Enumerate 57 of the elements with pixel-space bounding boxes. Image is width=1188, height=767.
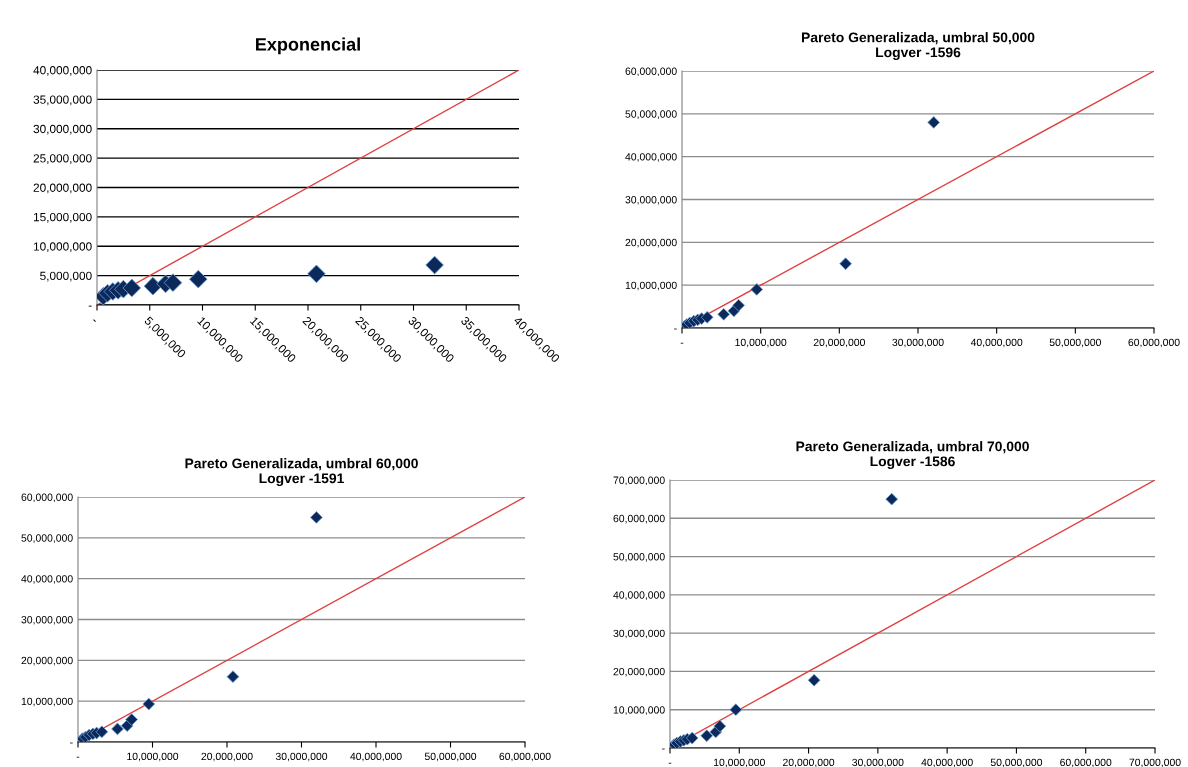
chart-title: Pareto Generalizada, umbral 60,000 Logver -1591: [185, 458, 418, 487]
x-tick-label: 20,000,000: [201, 752, 253, 762]
chart-title: Pareto Generalizada, umbral 50,000 Logver -1596: [801, 32, 1035, 61]
x-tick-label: -: [668, 762, 672, 764]
y-tick-label: -: [88, 305, 92, 307]
x-tick-label: 20,000,000: [783, 758, 835, 767]
x-tick-label: 60,000,000: [1060, 758, 1112, 767]
x-tick-label: 60,000,000: [499, 752, 551, 762]
y-tick-label: 40,000,000: [33, 66, 92, 76]
y-tick-label: 20,000,000: [625, 238, 677, 248]
x-tick-label: 50,000,000: [424, 752, 477, 762]
y-tick-label: 50,000,000: [613, 553, 665, 562]
x-tick-label: -: [680, 342, 684, 344]
y-tick-label: 25,000,000: [33, 154, 92, 164]
y-tick-label: 20,000,000: [33, 183, 92, 194]
x-tick-label: 50,000,000: [1049, 338, 1101, 348]
x-tick-label: 70,000,000: [1129, 758, 1181, 767]
y-tick-label: 60,000,000: [625, 67, 677, 77]
x-tick-label: 50,000,000: [990, 758, 1043, 767]
x-tick-label: 40,000,000: [921, 758, 973, 767]
x-tick-label: 40,000,000: [350, 752, 402, 762]
y-tick-label: 15,000,000: [33, 212, 92, 223]
y-tick-label: 30,000,000: [613, 629, 665, 639]
x-tick-label: 40,000,000: [970, 338, 1023, 348]
y-tick-label: 10,000,000: [21, 697, 73, 707]
y-tick-label: 5,000,000: [40, 271, 92, 282]
x-tick-label: 30,000,000: [275, 752, 328, 762]
chart-title: Exponencial: [256, 37, 360, 55]
y-tick-label: 40,000,000: [625, 153, 677, 162]
x-tick-label: 20,000,000: [813, 338, 865, 348]
x-tick-label: 60,000,000: [1128, 338, 1180, 348]
y-tick-label: 30,000,000: [33, 124, 92, 135]
y-tick-label: -: [674, 328, 677, 330]
y-tick-label: 40,000,000: [613, 591, 665, 600]
x-tick-label: 10,000,000: [735, 338, 787, 348]
x-tick-label: 10,000,000: [127, 752, 179, 762]
x-tick-label: 10,000,000: [714, 758, 765, 767]
y-tick-label: 50,000,000: [21, 534, 73, 543]
y-tick-label: 70,000,000: [613, 476, 665, 486]
x-tick-label: 30,000,000: [892, 338, 944, 348]
y-tick-label: 60,000,000: [21, 493, 73, 503]
y-tick-label: -: [662, 748, 665, 750]
x-tick-label: 30,000,000: [852, 758, 904, 767]
y-tick-label: 30,000,000: [21, 616, 73, 625]
y-tick-label: 10,000,000: [33, 242, 92, 253]
y-tick-label: 10,000,000: [613, 706, 665, 715]
y-tick-label: 20,000,000: [21, 656, 73, 666]
y-tick-label: 50,000,000: [625, 110, 677, 119]
y-tick-label: -: [70, 742, 73, 744]
y-tick-label: 10,000,000: [625, 281, 677, 291]
y-tick-label: 40,000,000: [21, 575, 73, 584]
y-tick-label: 60,000,000: [613, 514, 665, 524]
y-tick-label: 20,000,000: [613, 667, 665, 677]
y-tick-label: 35,000,000: [33, 95, 92, 106]
x-tick-label: -: [76, 756, 80, 758]
y-tick-label: 30,000,000: [625, 196, 677, 205]
chart-title: Pareto Generalizada, umbral 70,000 Logver -1586: [796, 441, 1029, 470]
